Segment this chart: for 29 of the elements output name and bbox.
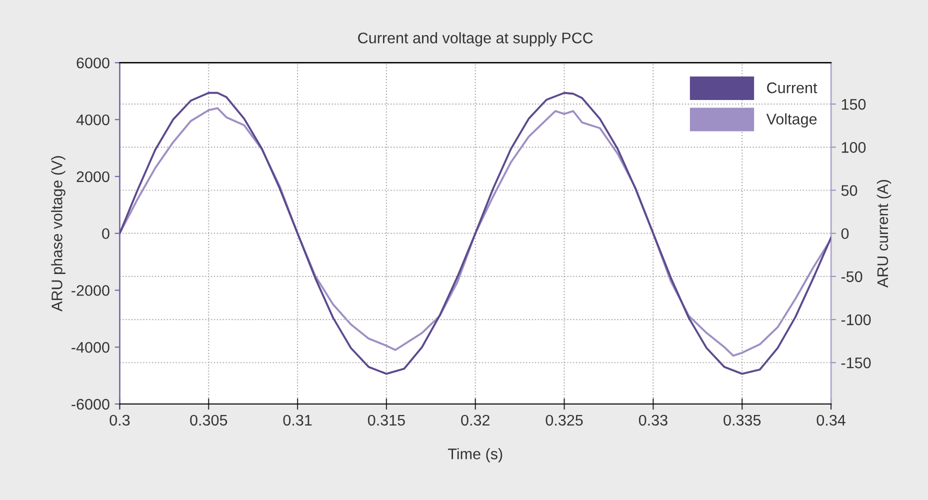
x-tick-label: 0.31 bbox=[283, 414, 312, 426]
x-tick-label: 0.335 bbox=[724, 414, 761, 426]
x-tick-label: 0.3 bbox=[110, 414, 130, 426]
y-tick-label: 2000 bbox=[76, 171, 110, 182]
x-tick-label: 0.325 bbox=[546, 414, 583, 426]
legend-label: Current bbox=[767, 82, 818, 94]
x-tick-label: 0.33 bbox=[638, 414, 668, 426]
legend-label: Voltage bbox=[766, 113, 817, 128]
x-tick-label: 0.32 bbox=[461, 414, 490, 426]
y-tick-label: 6000 bbox=[76, 58, 110, 68]
y2-tick-label: -150 bbox=[841, 358, 871, 368]
x-tick-label: 0.315 bbox=[368, 414, 405, 426]
y2-tick-label: 50 bbox=[841, 185, 858, 196]
chart-title: Current and voltage at supply PCC bbox=[358, 32, 593, 46]
y-axis-title: ARU phase voltage (V) bbox=[51, 156, 66, 312]
x-axis-title: Time (s) bbox=[448, 448, 502, 462]
y2-tick-label: 150 bbox=[842, 98, 866, 110]
y2-axis-title: ARU current (A) bbox=[876, 180, 892, 288]
x-tick-label: 0.305 bbox=[190, 414, 228, 426]
y2-tick-label: 100 bbox=[842, 142, 866, 153]
y-tick-label: -6000 bbox=[72, 398, 110, 410]
y2-tick-label: 0 bbox=[841, 228, 849, 240]
y2-tick-label: -100 bbox=[841, 314, 871, 326]
y-tick-label: 4000 bbox=[76, 114, 110, 126]
y-tick-label: 0 bbox=[102, 228, 110, 240]
x-tick-label: 0.34 bbox=[816, 414, 846, 426]
y2-tick-label: -50 bbox=[841, 271, 862, 282]
y-tick-label: -4000 bbox=[72, 342, 110, 353]
y-tick-label: -2000 bbox=[72, 285, 110, 296]
